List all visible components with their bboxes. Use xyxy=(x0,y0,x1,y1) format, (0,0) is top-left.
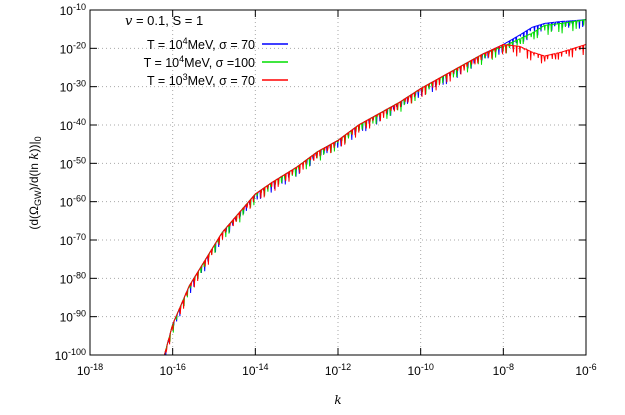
series-line xyxy=(163,43,587,356)
y-tick-label: 10-70 xyxy=(60,232,86,248)
x-tick-label: 10-16 xyxy=(159,362,185,378)
legend: v = 0.1, S = 1 T = 104MeV, σ = 70 T = 104… xyxy=(125,13,288,88)
x-tick-labels: 10-18 10-16 10-14 10-12 10-10 10-8 10-6 xyxy=(77,362,597,378)
y-tick-label: 10-60 xyxy=(60,194,86,210)
y-tick-label: 10-80 xyxy=(60,270,86,286)
x-tick-label: 10-10 xyxy=(407,362,433,378)
y-tick-label: 10-50 xyxy=(60,155,86,171)
y-tick-label: 10-10 xyxy=(60,2,86,18)
y-tick-label: 10-100 xyxy=(55,347,86,363)
y-tick-label: 10-30 xyxy=(60,79,86,95)
x-tick-label: 10-12 xyxy=(325,362,351,378)
y-tick-label: 10-40 xyxy=(60,117,86,133)
y-tick-label: 10-20 xyxy=(60,40,86,56)
x-tick-label: 10-6 xyxy=(575,362,596,378)
legend-label: T = 103MeV, σ = 70 xyxy=(147,72,255,88)
y-axis-title: (d(ΩGW)/d(ln k))|0 xyxy=(27,136,43,229)
y-tick-label: 10-90 xyxy=(60,309,86,325)
x-tick-label: 10-14 xyxy=(242,362,268,378)
legend-label: T = 104MeV, σ =100 xyxy=(144,54,255,70)
x-tick-label: 10-8 xyxy=(493,362,514,378)
y-tick-labels: 10-100 10-90 10-80 10-70 10-60 10-50 10-40 10-3… xyxy=(55,2,86,363)
legend-label: T = 104MeV, σ = 70 xyxy=(147,36,255,52)
x-axis-title: k xyxy=(334,393,341,407)
grid xyxy=(90,10,586,355)
legend-title: v = 0.1, S = 1 xyxy=(125,13,203,29)
tick-marks xyxy=(89,9,587,356)
x-tick-label: 10-18 xyxy=(77,362,103,378)
svg-text:(d(ΩGW)/d(ln k))|0: (d(ΩGW)/d(ln k))|0 xyxy=(27,136,43,229)
series-layer xyxy=(163,19,587,356)
